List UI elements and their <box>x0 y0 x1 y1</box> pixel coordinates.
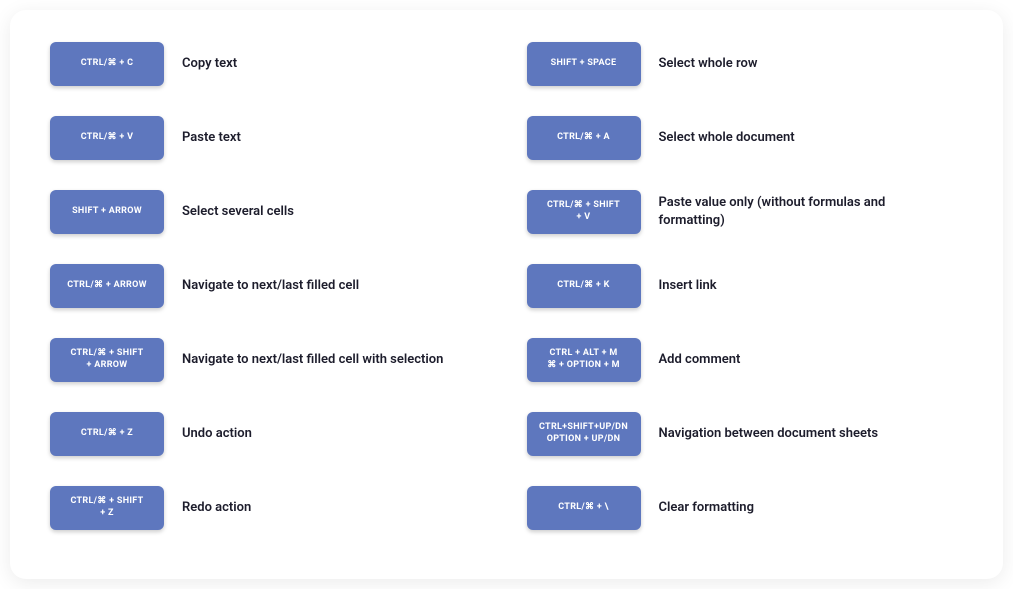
columns-wrapper: CTRL/⌘ + C Copy text CTRL/⌘ + V Paste te… <box>50 42 963 555</box>
shortcut-row: CTRL/⌘ + C Copy text <box>50 42 487 86</box>
shortcut-key: CTRL/⌘ + \ <box>527 486 641 530</box>
shortcut-row: CTRL/⌘ + A Select whole document <box>527 116 964 160</box>
shortcut-key: CTRL/⌘ + A <box>527 116 641 160</box>
shortcut-row: SHIFT + SPACE Select whole row <box>527 42 964 86</box>
shortcut-desc: Add comment <box>659 351 741 369</box>
shortcut-key: CTRL/⌘ + SHIFT + V <box>527 190 641 234</box>
shortcut-row: SHIFT + ARROW Select several cells <box>50 190 487 234</box>
shortcut-key: CTRL/⌘ + K <box>527 264 641 308</box>
shortcut-row: CTRL+SHIFT+UP/DN OPTION + UP/DN Navigati… <box>527 412 964 456</box>
shortcut-row: CTRL/⌘ + SHIFT + ARROW Navigate to next/… <box>50 338 487 382</box>
shortcut-desc: Paste value only (without formulas and f… <box>659 194 939 229</box>
shortcut-desc: Navigation between document sheets <box>659 425 879 443</box>
shortcut-key: CTRL/⌘ + ARROW <box>50 264 164 308</box>
shortcut-key: SHIFT + SPACE <box>527 42 641 86</box>
shortcut-key: CTRL/⌘ + V <box>50 116 164 160</box>
shortcut-desc: Paste text <box>182 129 241 147</box>
shortcut-key: CTRL + ALT + M ⌘ + OPTION + M <box>527 338 641 382</box>
shortcuts-card: CTRL/⌘ + C Copy text CTRL/⌘ + V Paste te… <box>10 10 1003 579</box>
shortcut-desc: Undo action <box>182 425 252 443</box>
shortcut-key: CTRL/⌘ + C <box>50 42 164 86</box>
shortcut-row: CTRL/⌘ + K Insert link <box>527 264 964 308</box>
shortcut-desc: Insert link <box>659 277 717 295</box>
shortcut-key: SHIFT + ARROW <box>50 190 164 234</box>
shortcut-row: CTRL/⌘ + SHIFT + Z Redo action <box>50 486 487 530</box>
shortcut-key: CTRL/⌘ + SHIFT + ARROW <box>50 338 164 382</box>
shortcut-key: CTRL+SHIFT+UP/DN OPTION + UP/DN <box>527 412 641 456</box>
shortcut-desc: Select whole row <box>659 55 758 73</box>
shortcut-row: CTRL + ALT + M ⌘ + OPTION + M Add commen… <box>527 338 964 382</box>
shortcut-desc: Clear formatting <box>659 499 754 517</box>
shortcut-desc: Navigate to next/last filled cell with s… <box>182 351 443 369</box>
shortcut-key: CTRL/⌘ + Z <box>50 412 164 456</box>
shortcut-row: CTRL/⌘ + \ Clear formatting <box>527 486 964 530</box>
shortcut-desc: Redo action <box>182 499 251 517</box>
shortcut-row: CTRL/⌘ + SHIFT + V Paste value only (wit… <box>527 190 964 234</box>
shortcut-desc: Select several cells <box>182 203 294 221</box>
left-column: CTRL/⌘ + C Copy text CTRL/⌘ + V Paste te… <box>50 42 487 555</box>
shortcut-row: CTRL/⌘ + V Paste text <box>50 116 487 160</box>
shortcut-key: CTRL/⌘ + SHIFT + Z <box>50 486 164 530</box>
shortcut-row: CTRL/⌘ + ARROW Navigate to next/last fil… <box>50 264 487 308</box>
right-column: SHIFT + SPACE Select whole row CTRL/⌘ + … <box>527 42 964 555</box>
shortcut-row: CTRL/⌘ + Z Undo action <box>50 412 487 456</box>
shortcut-desc: Select whole document <box>659 129 795 147</box>
shortcut-desc: Navigate to next/last filled cell <box>182 277 359 295</box>
shortcut-desc: Copy text <box>182 55 237 73</box>
